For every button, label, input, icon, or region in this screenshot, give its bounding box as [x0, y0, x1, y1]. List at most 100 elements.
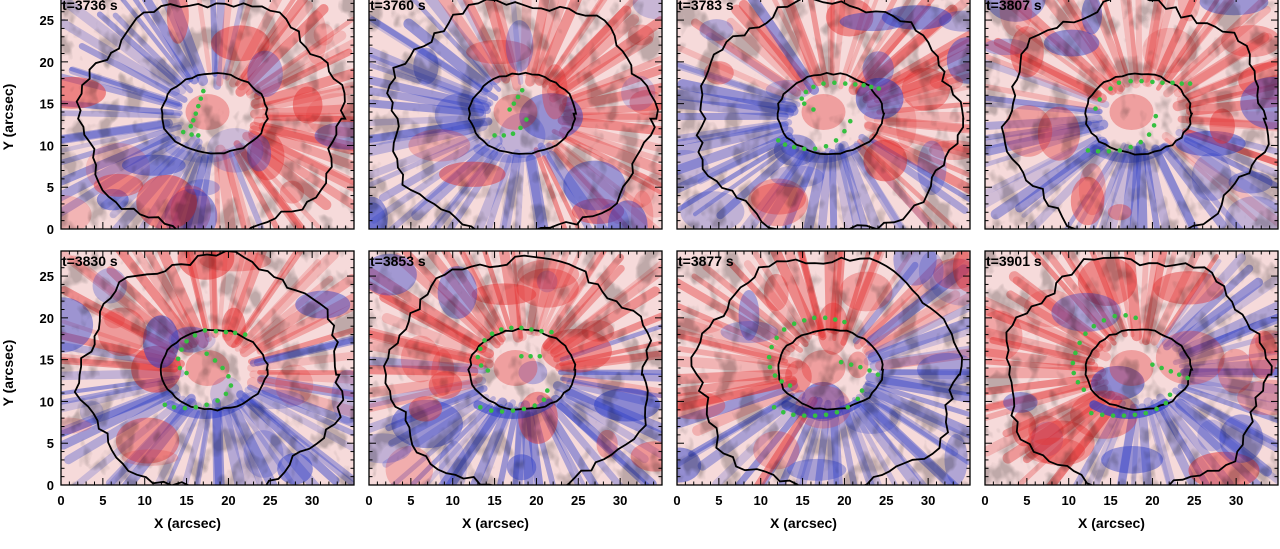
marker-point [1150, 362, 1155, 367]
marker-point [489, 331, 495, 337]
marker-point [1099, 412, 1105, 418]
marker-point [1146, 132, 1152, 137]
y-tick-label: 20 [40, 311, 54, 326]
marker-point [177, 365, 183, 371]
marker-point [875, 372, 881, 377]
marker-point [524, 117, 529, 122]
marker-point [184, 338, 189, 344]
marker-point [478, 404, 483, 410]
marker-point [478, 346, 483, 352]
marker-point [528, 354, 533, 359]
marker-point [775, 138, 781, 143]
marker-point [845, 404, 851, 410]
marker-point [1167, 392, 1173, 398]
x-tick-label: 0 [365, 493, 372, 508]
marker-point [859, 388, 865, 393]
marker-point [545, 388, 550, 393]
y-tick-label: 5 [47, 436, 54, 451]
marker-point [812, 413, 818, 418]
marker-point [511, 101, 517, 106]
marker-point [485, 368, 491, 373]
marker-point [1101, 318, 1107, 323]
x-tick-label: 0 [981, 493, 988, 508]
marker-point [766, 354, 772, 360]
marker-point [226, 374, 231, 379]
x-axis-label: X (arcsec) [770, 515, 837, 531]
marker-point [1085, 148, 1091, 153]
marker-point [823, 412, 829, 418]
umbra-contour [1084, 328, 1194, 411]
panel-title: t=3736 s [62, 0, 118, 13]
x-tick-label: 10 [753, 493, 767, 508]
marker-point [1176, 372, 1182, 377]
marker-point [242, 332, 248, 337]
marker-point [162, 402, 168, 408]
marker-point [1091, 323, 1097, 329]
x-axis-label: X (arcsec) [154, 515, 221, 531]
y-tick-label: 10 [40, 394, 54, 409]
marker-point [1132, 412, 1138, 418]
marker-point [188, 123, 194, 129]
marker-point [822, 315, 828, 321]
marker-point [791, 321, 797, 327]
marker-point [812, 146, 818, 152]
marker-point [834, 409, 840, 415]
marker-point [1123, 313, 1128, 318]
marker-point [767, 364, 773, 370]
marker-point [782, 142, 788, 147]
marker-point [195, 103, 201, 109]
marker-point [193, 404, 199, 410]
marker-point [549, 329, 554, 335]
marker-point [832, 80, 837, 86]
y-tick-label: 20 [40, 55, 54, 70]
marker-point [1071, 370, 1077, 376]
marker-point [215, 398, 220, 403]
y-tick-label: 15 [40, 97, 54, 112]
y-axis-label: Y (arcsec) [0, 340, 16, 407]
marker-point [779, 379, 784, 384]
velocity-map [61, 251, 354, 485]
marker-point [1112, 313, 1118, 319]
marker-point [858, 364, 863, 370]
marker-point [1081, 387, 1087, 393]
marker-point [501, 133, 507, 138]
marker-point [204, 351, 209, 357]
marker-point [202, 328, 208, 333]
marker-point [769, 344, 774, 350]
umbra-contour [777, 328, 885, 411]
x-tick-label: 25 [1187, 493, 1201, 508]
marker-point [189, 132, 194, 137]
marker-point [182, 405, 188, 411]
marker-point [180, 129, 186, 135]
marker-point [1083, 331, 1088, 337]
marker-point [833, 138, 839, 143]
marker-point [539, 328, 544, 334]
marker-point [537, 354, 543, 359]
x-tick-label: 15 [1103, 493, 1117, 508]
marker-point [195, 133, 201, 138]
y-tick-label: 25 [40, 269, 54, 284]
marker-point [1185, 375, 1190, 381]
marker-point [519, 354, 524, 359]
marker-point [509, 325, 514, 331]
marker-point [868, 84, 874, 90]
marker-point [811, 315, 817, 321]
marker-point [488, 408, 494, 413]
umbra-contour [1084, 72, 1194, 156]
marker-point [1089, 410, 1094, 416]
x-tick-label: 10 [445, 493, 459, 508]
x-axis-label: X (arcsec) [462, 515, 529, 531]
marker-point [1187, 81, 1193, 86]
marker-point [1168, 369, 1174, 374]
marker-point [842, 128, 847, 134]
marker-point [1128, 144, 1133, 150]
velocity-map [369, 251, 662, 485]
x-tick-label: 0 [673, 493, 680, 508]
velocity-map [985, 0, 1278, 229]
panel-4: t=3807 s [984, 0, 1279, 230]
penumbra-contour [383, 254, 653, 485]
x-tick-label: 30 [305, 493, 319, 508]
panel-title: t=3901 s [986, 253, 1042, 269]
marker-point [876, 86, 882, 91]
